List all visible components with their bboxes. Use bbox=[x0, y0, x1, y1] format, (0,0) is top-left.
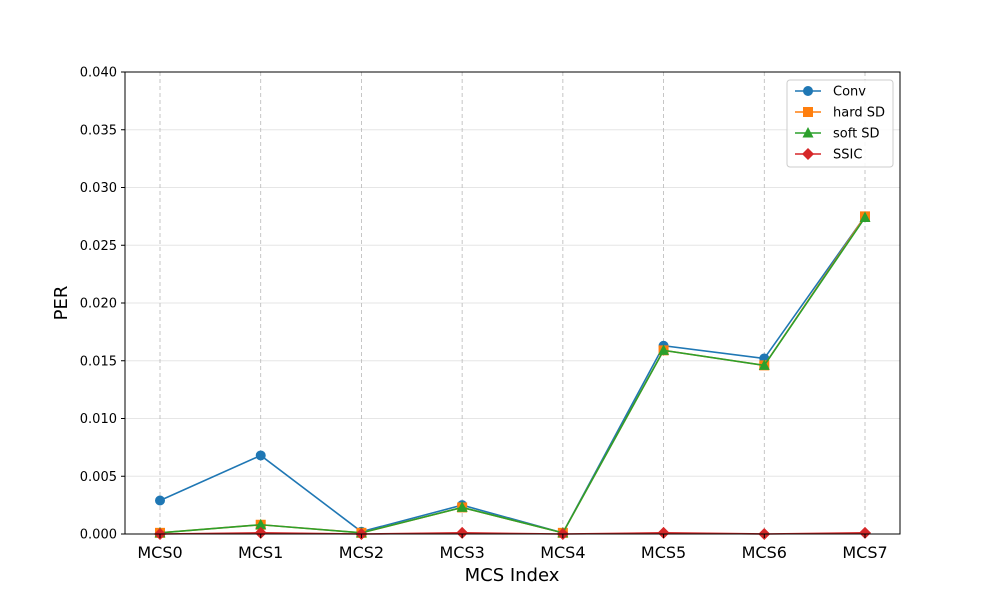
data-point bbox=[254, 526, 267, 539]
x-axis-label: MCS Index bbox=[465, 565, 560, 586]
y-tick-label: 0.010 bbox=[80, 412, 117, 427]
series-soft-sd bbox=[154, 211, 871, 538]
grid-lines bbox=[125, 71, 900, 535]
legend-label: Conv bbox=[833, 85, 866, 100]
legend-item: Conv bbox=[795, 85, 866, 100]
x-tick-label: MCS3 bbox=[439, 543, 484, 562]
legend-label: SSIC bbox=[833, 148, 862, 163]
x-tick-label: MCS7 bbox=[842, 543, 887, 562]
y-axis-label: PER bbox=[51, 286, 72, 321]
legend-marker bbox=[803, 86, 813, 96]
legend-label: soft SD bbox=[833, 127, 880, 142]
y-tick-label: 0.020 bbox=[80, 297, 117, 312]
legend-item: soft SD bbox=[795, 127, 880, 142]
series-hard-sd bbox=[155, 211, 870, 538]
legend: Conv hard SD soft SD SSIC bbox=[786, 79, 894, 168]
legend-item: SSIC bbox=[795, 148, 862, 163]
data-point bbox=[657, 526, 670, 539]
x-tick-label: MCS6 bbox=[742, 543, 787, 562]
data-point bbox=[255, 450, 266, 461]
data-point bbox=[456, 526, 469, 539]
x-tick-label: MCS1 bbox=[238, 543, 283, 562]
legend-box bbox=[786, 79, 894, 168]
legend-marker bbox=[802, 127, 814, 138]
y-tick-label: 0.000 bbox=[80, 528, 117, 543]
y-tick-label: 0.035 bbox=[80, 123, 117, 138]
y-tick-label: 0.005 bbox=[80, 470, 117, 485]
x-tick-label: MCS4 bbox=[540, 543, 585, 562]
series-layer bbox=[154, 211, 871, 540]
x-tick-label: MCS2 bbox=[339, 543, 384, 562]
data-point bbox=[859, 526, 871, 539]
series-line bbox=[159, 215, 866, 534]
y-tick-label: 0.015 bbox=[80, 354, 117, 369]
data-point bbox=[255, 518, 267, 530]
legend-marker bbox=[803, 107, 813, 117]
axis-ticks: 0.000 0.005 0.010 0.015 0.020 0.025 0.030 0.035… bbox=[80, 66, 888, 563]
x-tick-label: MCS0 bbox=[137, 543, 182, 562]
y-tick-label: 0.030 bbox=[80, 181, 117, 196]
series-line bbox=[159, 217, 866, 534]
series-ssic bbox=[154, 526, 871, 540]
legend-item: hard SD bbox=[795, 106, 885, 121]
data-point bbox=[758, 359, 770, 370]
series-line bbox=[159, 215, 866, 534]
legend-label: hard SD bbox=[833, 106, 885, 121]
data-point bbox=[456, 501, 468, 512]
legend-marker bbox=[802, 148, 814, 160]
y-tick-label: 0.025 bbox=[80, 239, 117, 254]
data-point bbox=[155, 495, 165, 506]
series-conv bbox=[155, 211, 870, 538]
y-tick-label: 0.040 bbox=[80, 66, 117, 81]
data-point bbox=[859, 211, 871, 223]
x-tick-label: MCS5 bbox=[641, 543, 686, 562]
data-point bbox=[658, 344, 670, 355]
